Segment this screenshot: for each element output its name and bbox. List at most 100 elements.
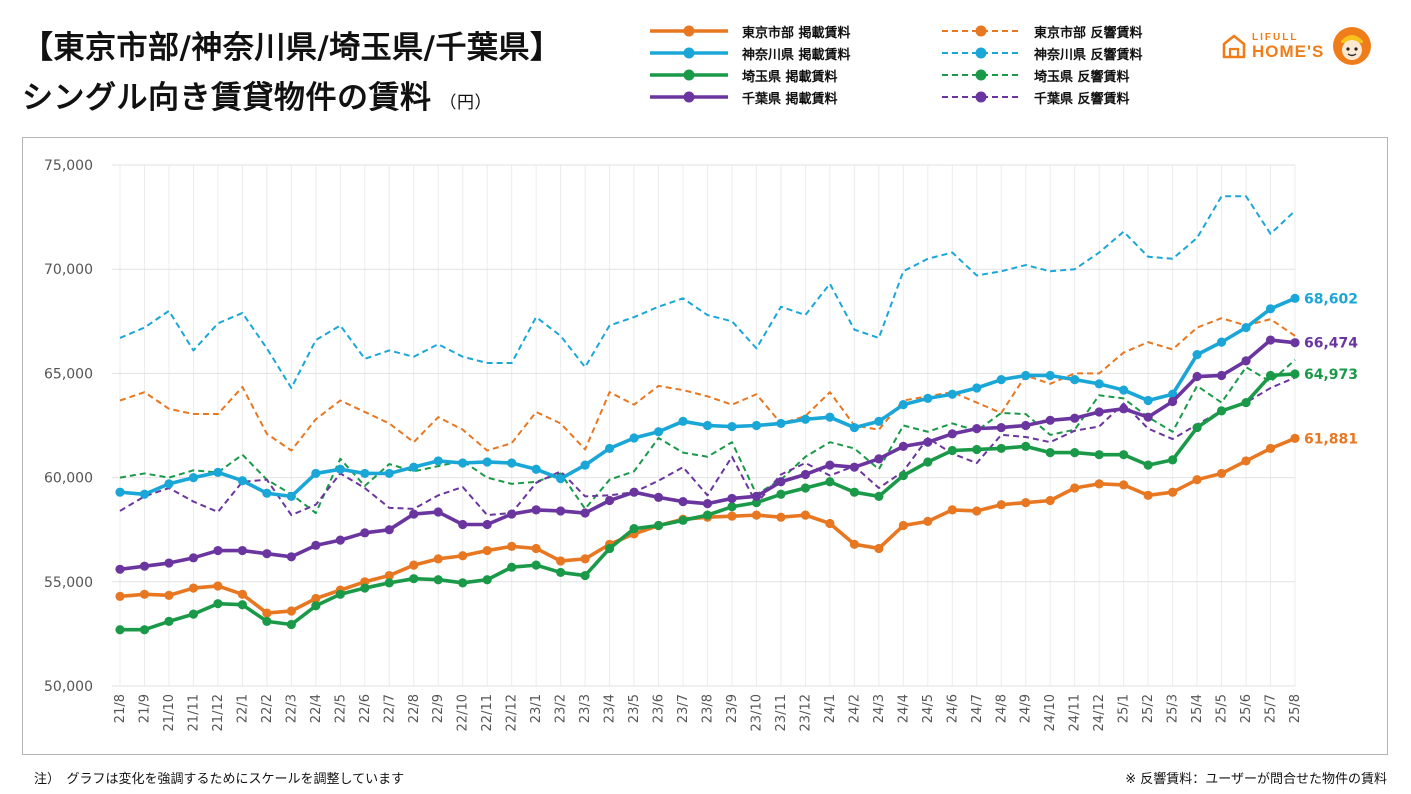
legend-label: 埼玉県 掲載賃料 xyxy=(742,69,838,85)
data-point xyxy=(727,421,737,432)
data-point xyxy=(458,458,468,468)
data-point xyxy=(115,487,125,497)
series-5 xyxy=(119,195,1296,389)
data-point xyxy=(1290,293,1300,303)
data-point xyxy=(702,420,713,431)
data-point xyxy=(800,510,811,520)
series-line xyxy=(119,317,1296,452)
x-tick-label: 22/5 xyxy=(333,694,348,723)
data-point xyxy=(1216,468,1227,479)
data-point xyxy=(335,464,345,474)
data-point xyxy=(458,551,468,561)
data-point xyxy=(311,540,321,550)
data-point xyxy=(1216,406,1227,416)
data-point xyxy=(115,591,125,601)
data-point xyxy=(1241,356,1251,366)
chart-title-text: シングル向き賃貸物件の賃料 xyxy=(22,80,432,116)
x-tick-label: 21/11 xyxy=(186,694,201,731)
brand-line1: LIFULL xyxy=(1252,31,1299,43)
data-point xyxy=(556,556,566,566)
data-point xyxy=(849,462,859,472)
x-tick-label: 24/1 xyxy=(823,694,838,723)
x-tick-label: 22/12 xyxy=(505,694,520,731)
data-point xyxy=(947,505,957,515)
data-point xyxy=(115,625,125,635)
data-point xyxy=(1265,304,1276,314)
data-point xyxy=(531,464,541,474)
data-point xyxy=(1192,371,1202,382)
data-point xyxy=(286,606,296,616)
x-tick-label: 25/8 xyxy=(1288,694,1303,723)
x-tick-label: 24/3 xyxy=(872,694,887,723)
data-point xyxy=(898,441,908,451)
data-point xyxy=(923,437,933,447)
y-tick-label: 75,000 xyxy=(44,158,93,174)
data-point xyxy=(139,489,150,499)
series-line xyxy=(119,195,1296,389)
data-point xyxy=(898,520,908,531)
data-point xyxy=(898,470,908,481)
data-point xyxy=(1241,397,1251,408)
legend-item: 神奈川県 反響賃料 xyxy=(940,42,1143,64)
data-point xyxy=(409,574,419,584)
legend-swatch xyxy=(942,47,1020,59)
data-point xyxy=(1143,460,1153,470)
y-tick-label: 65,000 xyxy=(44,366,93,382)
chart-frame: 50,000 55,000 60,000 65,000 70,000 75,000 21/8… xyxy=(22,137,1388,755)
data-point xyxy=(1265,335,1276,345)
data-point xyxy=(947,445,957,456)
data-point xyxy=(898,400,908,410)
brand-logo: LIFULL HOME'S xyxy=(1222,24,1372,68)
data-point xyxy=(580,570,590,581)
x-tick-label: 22/10 xyxy=(456,694,471,731)
data-point xyxy=(800,483,811,493)
data-point xyxy=(237,600,247,610)
x-tick-label: 25/2 xyxy=(1141,694,1156,723)
x-tick-label: 23/2 xyxy=(554,694,569,723)
legend-swatch xyxy=(650,47,728,59)
data-point xyxy=(262,616,272,626)
data-point xyxy=(751,420,762,431)
end-value-label: 61,881 xyxy=(1304,431,1358,447)
data-point xyxy=(188,583,199,593)
data-point xyxy=(531,560,541,570)
data-point xyxy=(262,608,272,618)
data-point xyxy=(335,535,345,545)
data-point xyxy=(1070,447,1080,458)
data-point xyxy=(384,578,394,588)
legend-item: 埼玉県 掲載賃料 xyxy=(648,64,838,86)
data-point xyxy=(874,543,884,554)
data-point xyxy=(360,583,370,593)
x-tick-label: 23/8 xyxy=(701,694,716,723)
x-tick-label: 24/7 xyxy=(970,694,985,723)
data-point xyxy=(1021,370,1031,381)
data-point xyxy=(213,467,223,477)
data-point xyxy=(1094,450,1104,460)
data-point xyxy=(1045,447,1055,458)
x-tick-label: 25/6 xyxy=(1239,694,1254,723)
data-point xyxy=(507,458,517,468)
data-point xyxy=(653,492,664,502)
data-point xyxy=(188,609,199,619)
x-tick-label: 25/1 xyxy=(1117,694,1132,723)
house-icon xyxy=(1222,34,1246,59)
data-point xyxy=(727,502,737,512)
footnote-definition: ※ 反響賃料：ユーザーが問合せた物件の賃料 xyxy=(1125,772,1387,787)
line-chart: 50,000 55,000 60,000 65,000 70,000 75,000 21/8… xyxy=(44,158,1358,731)
data-point xyxy=(996,443,1006,454)
data-point xyxy=(1045,370,1055,381)
chart-title-line2: シングル向き賃貸物件の賃料 （円） xyxy=(22,72,492,117)
x-tick-label: 21/10 xyxy=(162,694,177,731)
footnote-scale: 注） グラフは変化を強調するためにスケールを調整しています xyxy=(34,772,405,787)
data-point xyxy=(556,506,566,516)
series-line xyxy=(119,359,1296,515)
data-point xyxy=(947,429,957,439)
x-tick-label: 24/12 xyxy=(1092,694,1107,731)
x-tick-label: 23/4 xyxy=(603,694,618,723)
legend-swatch xyxy=(650,69,728,81)
data-point xyxy=(286,552,296,562)
data-point xyxy=(996,422,1006,433)
y-tick-label: 70,000 xyxy=(44,262,93,278)
data-point xyxy=(482,457,492,467)
data-point xyxy=(604,543,615,554)
